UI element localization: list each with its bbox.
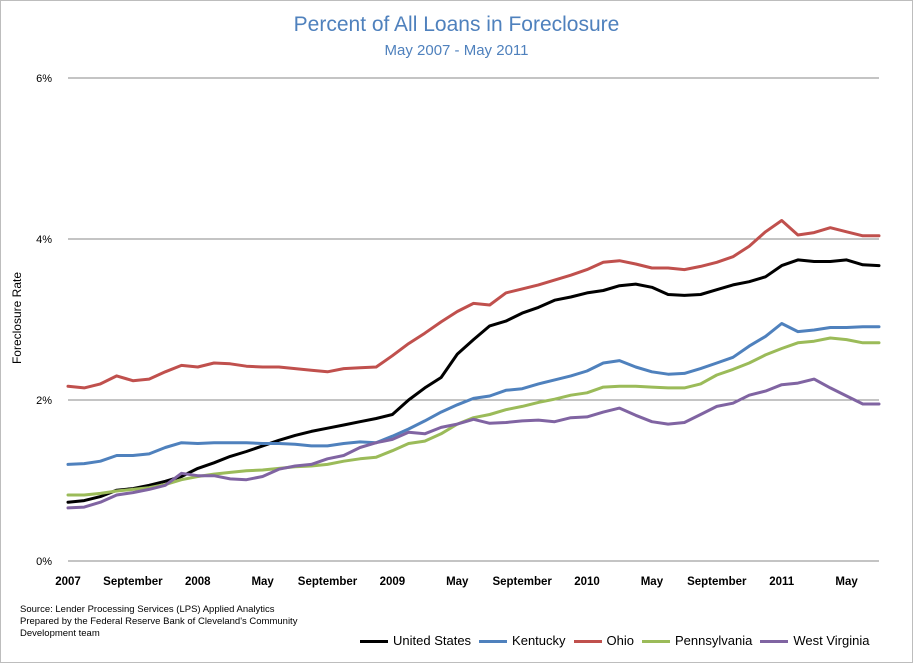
legend-label: West Virginia: [793, 633, 870, 648]
legend-item: West Virginia: [760, 633, 869, 648]
x-tick-label: September: [687, 576, 747, 588]
legend-swatch: [479, 640, 508, 644]
series-line-ohio: [66, 219, 881, 390]
x-tick-label: September: [103, 576, 163, 588]
legend-label: Ohio: [606, 633, 634, 648]
source-line: Development team: [20, 628, 100, 639]
legend-item: Pennsylvania: [642, 633, 752, 648]
y-tick-label: 6%: [36, 73, 52, 85]
source-note: Source: Lender Processing Services (LPS)…: [20, 604, 297, 640]
legend-swatch: [760, 640, 789, 644]
legend-item: Kentucky: [479, 633, 566, 648]
series-line-united-states: [66, 258, 881, 504]
series-line-west-virginia: [66, 377, 881, 510]
y-tick-label: 2%: [36, 395, 52, 407]
x-tick-label: 2009: [380, 576, 406, 588]
x-tick-label: May: [641, 576, 664, 588]
x-tick-label: September: [492, 576, 552, 588]
source-line: Prepared by the Federal Reserve Bank of …: [20, 616, 298, 627]
y-tick-label: 4%: [36, 234, 52, 246]
x-tick-label: 2008: [185, 576, 211, 588]
x-tick-label: May: [835, 576, 858, 588]
x-tick-label: September: [298, 576, 358, 588]
series-line-kentucky: [66, 322, 881, 466]
legend-label: Pennsylvania: [675, 633, 753, 648]
x-tick-label: May: [446, 576, 469, 588]
legend-label: United States: [393, 633, 472, 648]
x-tick-label: 2010: [574, 576, 600, 588]
legend-swatch: [573, 640, 602, 644]
chart-subtitle: May 2007 - May 2011: [384, 42, 529, 59]
x-tick-label: 2011: [769, 576, 795, 588]
x-tick-label: 2007: [55, 576, 81, 588]
y-tick-label: 0%: [36, 556, 52, 568]
source-line: Source: Lender Processing Services (LPS)…: [20, 604, 275, 615]
legend-item: Ohio: [573, 633, 634, 648]
legend-swatch: [642, 640, 670, 644]
legend-item: United States: [360, 633, 471, 648]
legend-label: Kentucky: [512, 633, 566, 648]
x-tick-label: May: [251, 576, 274, 588]
chart-title: Percent of All Loans in Foreclosure: [293, 13, 620, 36]
legend: United States Kentucky Ohio Pennsylvania Wes…: [360, 633, 877, 648]
legend-swatch: [360, 640, 388, 644]
